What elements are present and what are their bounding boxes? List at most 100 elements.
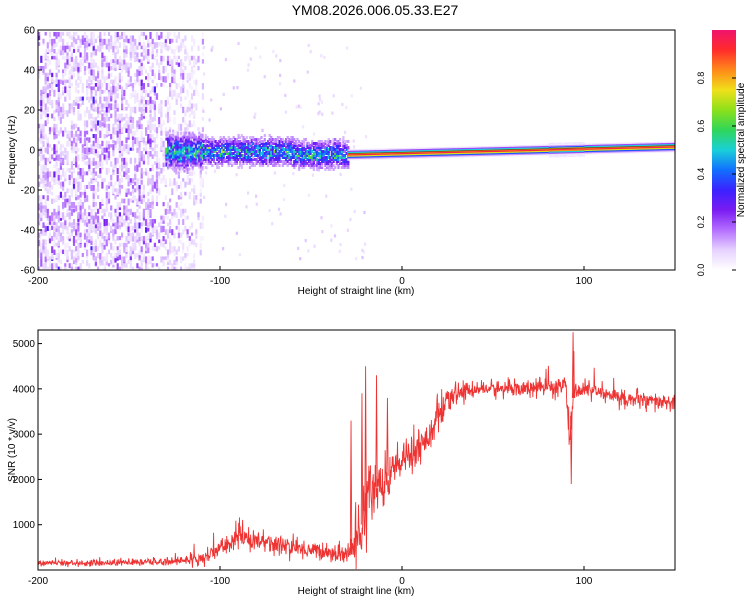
heatmap-cell (173, 147, 176, 155)
heatmap-cell (110, 144, 113, 148)
heatmap-cell (199, 163, 202, 167)
heatmap-cell (175, 212, 178, 218)
heatmap-cell (392, 156, 394, 159)
heatmap-cell (384, 149, 387, 152)
heatmap-cell (99, 144, 102, 149)
heatmap-cell (101, 52, 104, 59)
heatmap-cell (173, 55, 176, 60)
heatmap-cell (181, 139, 184, 143)
heatmap-cell (319, 152, 322, 155)
heatmap-cell (145, 147, 148, 152)
heatmap-cell (335, 152, 338, 155)
heatmap-cell (66, 168, 69, 172)
heatmap-cell (99, 174, 102, 179)
heatmap-cell (75, 229, 78, 236)
heatmap-cell (258, 140, 261, 143)
heatmap-cell (252, 152, 255, 155)
heatmap-cell (180, 145, 183, 149)
heatmap-cell (347, 160, 350, 163)
heatmap-cell (147, 178, 150, 186)
heatmap-cell (418, 150, 421, 152)
heatmap-cell (239, 136, 242, 139)
heatmap-cell (367, 158, 370, 160)
heatmap-cell (136, 263, 139, 269)
heatmap-cell (244, 152, 247, 155)
heatmap-cell (199, 165, 202, 169)
heatmap-cell (237, 150, 240, 153)
heatmap-cell (64, 215, 67, 221)
heatmap-cell (232, 136, 235, 139)
heatmap-cell (198, 147, 201, 151)
heatmap-cell (454, 154, 457, 156)
heatmap-cell (423, 148, 426, 151)
heatmap-cell (454, 152, 457, 155)
heatmap-cell (474, 154, 477, 157)
heatmap-cell (170, 155, 173, 159)
heatmap-cell (112, 62, 115, 68)
heatmap-cell (497, 151, 500, 154)
heatmap-cell (178, 149, 181, 153)
heatmap-cell (235, 140, 238, 143)
heatmap-cell (311, 140, 314, 143)
heatmap-cell (390, 156, 393, 159)
heatmap-cell (321, 164, 324, 167)
heatmap-cell (469, 146, 472, 148)
heatmap-cell (64, 79, 67, 84)
heatmap-cell (209, 150, 212, 153)
heatmap-cell (333, 234, 337, 238)
heatmap-cell (138, 185, 141, 189)
heatmap-cell (288, 140, 291, 143)
heatmap-cell (358, 156, 361, 158)
heatmap-cell (42, 103, 45, 107)
heatmap-cell (134, 181, 137, 186)
heatmap-cell (490, 150, 493, 153)
heatmap-cell (330, 150, 333, 153)
heatmap-cell (199, 236, 202, 242)
heatmap-cell (178, 143, 181, 147)
heatmap-cell (173, 232, 176, 239)
heatmap-cell (211, 45, 214, 49)
heatmap-cell (142, 215, 145, 221)
heatmap-cell (303, 148, 306, 151)
heatmap-cell (519, 145, 522, 147)
heatmap-cell (397, 155, 400, 157)
heatmap-cell (214, 148, 217, 151)
heatmap-cell (125, 215, 128, 221)
heatmap-cell (485, 154, 487, 156)
heatmap-cell (55, 195, 58, 201)
heatmap-cell (48, 181, 52, 188)
heatmap-cell (83, 191, 87, 199)
heatmap-cell (90, 55, 93, 62)
heatmap-cell (479, 153, 482, 155)
heatmap-cell (182, 38, 185, 43)
heatmap-cell (142, 66, 145, 70)
heatmap-cell (190, 145, 193, 149)
heatmap-cell (81, 151, 84, 158)
heatmap-cell (103, 236, 106, 242)
heatmap-cell (520, 151, 523, 153)
heatmap-cell (459, 149, 462, 151)
heatmap-cell (404, 152, 407, 155)
heatmap-cell (358, 155, 361, 157)
heatmap-cell (275, 164, 278, 167)
heatmap-cell (123, 157, 126, 165)
heatmap-cell (383, 155, 386, 158)
heatmap-cell (75, 96, 78, 103)
heatmap-cell (195, 86, 198, 94)
heatmap-cell (149, 89, 152, 95)
heatmap-cell (240, 144, 243, 147)
heatmap-cell (116, 32, 119, 38)
heatmap-cell (347, 149, 350, 151)
heatmap-cell (370, 151, 373, 153)
heatmap-cell (394, 157, 397, 160)
heatmap-cell (465, 147, 468, 150)
heatmap-cell (145, 236, 148, 243)
heatmap-cell (434, 148, 436, 150)
heatmap-cell (252, 164, 255, 167)
heatmap-cell (140, 168, 143, 174)
heatmap-cell (173, 49, 176, 56)
heatmap-cell (116, 117, 119, 123)
heatmap-cell (92, 157, 95, 162)
heatmap-cell (77, 171, 80, 176)
heatmap-cell (434, 156, 436, 159)
